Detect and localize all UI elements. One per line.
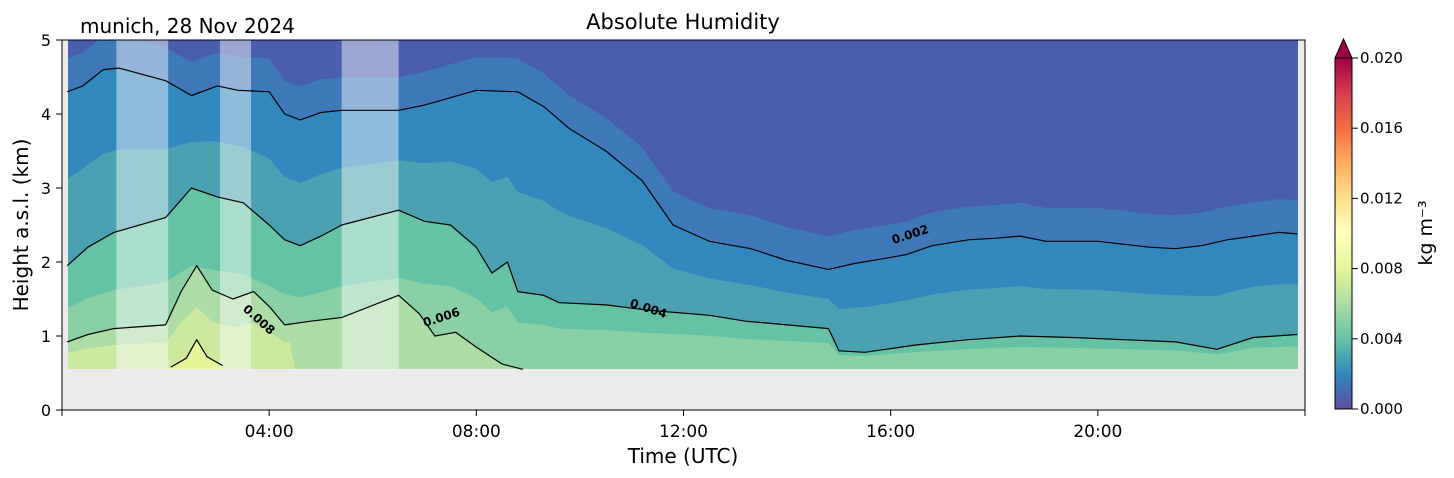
colorbar-label: kg m⁻³: [1415, 200, 1437, 265]
colorbar: 0.000 0.004 0.008 0.012 0.016 0.020 kg m⁻³: [1334, 37, 1437, 418]
colorbar-tick-label: 0.008: [1360, 260, 1403, 278]
colorbar-extend-arrow: [1334, 37, 1353, 59]
x-tick-label: 08:00: [452, 422, 501, 442]
colorbar-tick-label: 0.004: [1360, 330, 1403, 348]
masked-period: [116, 40, 169, 370]
colorbar-ticks: 0.000 0.004 0.008 0.012 0.016 0.020: [1352, 49, 1403, 418]
contour-line: [170, 339, 223, 368]
contour-line: [66, 265, 524, 370]
x-tick-label: 16:00: [866, 422, 915, 442]
y-tick-label: 1: [41, 327, 51, 346]
y-tick-label: 0: [41, 401, 51, 420]
location-date-label: munich, 28 Nov 2024: [80, 14, 295, 38]
y-tick-label: 3: [41, 179, 51, 198]
contour-line: [66, 187, 1298, 353]
colorbar-tick-label: 0.020: [1360, 49, 1403, 67]
y-tick-label: 2: [41, 253, 51, 272]
y-axis-ticks: 0 1 2 3 4 5: [41, 31, 62, 420]
contour-line: [66, 67, 1298, 270]
humidity-band: [68, 307, 296, 369]
x-tick-label: 20:00: [1073, 422, 1122, 442]
masked-periods: [116, 40, 399, 370]
x-tick-label: 12:00: [659, 422, 708, 442]
colorbar-tick-label: 0.000: [1360, 400, 1403, 418]
y-axis-label: Height a.s.l. (km): [9, 139, 33, 312]
chart-title: Absolute Humidity: [586, 10, 780, 34]
y-tick-label: 5: [41, 31, 51, 50]
x-axis-label: Time (UTC): [627, 444, 739, 468]
colorbar-tick-label: 0.012: [1360, 189, 1403, 207]
x-tick-label: 04:00: [245, 422, 294, 442]
x-axis-ticks: 04:00 08:00 12:00 16:00 20:00: [61, 410, 1306, 442]
contour-lines: [66, 67, 1298, 370]
colorbar-tick-label: 0.016: [1360, 119, 1403, 137]
colorbar-gradient: [1334, 57, 1353, 410]
masked-period: [341, 40, 399, 370]
y-tick-label: 4: [41, 105, 51, 124]
